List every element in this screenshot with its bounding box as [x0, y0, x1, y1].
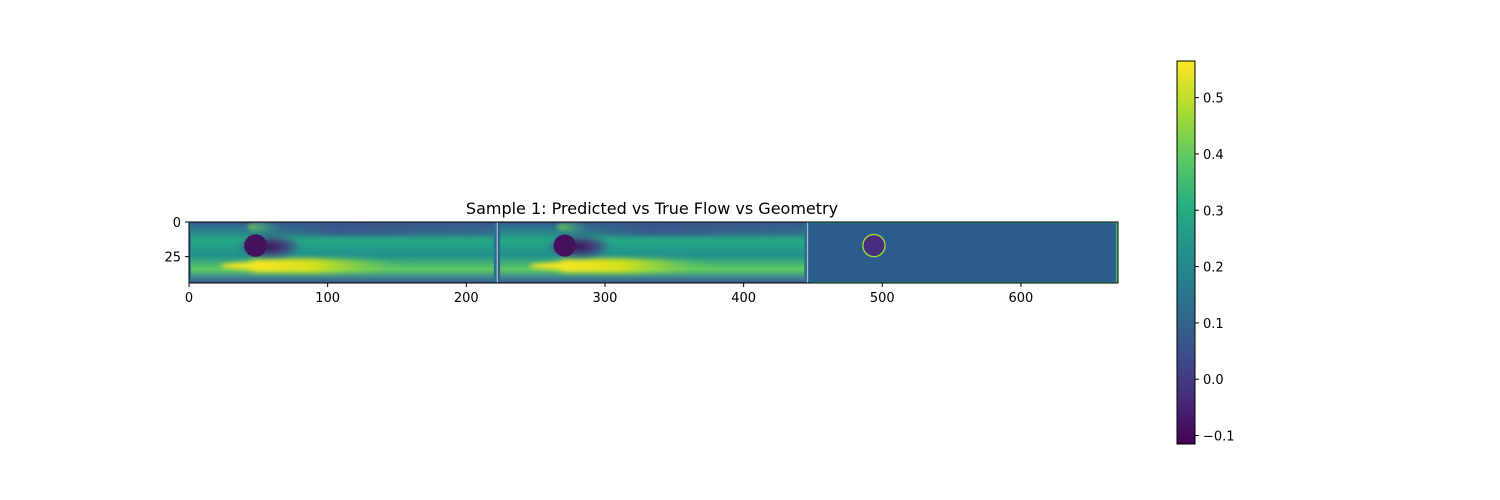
y-axis: 0 25 [164, 216, 189, 266]
x-tick-label: 0 [185, 291, 193, 306]
panel-geometry [808, 221, 1119, 284]
x-tick-label: 600 [1009, 291, 1034, 306]
panel-separator [808, 222, 811, 283]
chart-title: Sample 1: Predicted vs True Flow vs Geom… [466, 199, 838, 218]
y-tick-label: 0 [173, 216, 181, 231]
obstacle-true [553, 234, 576, 257]
geometry-obstacle [862, 233, 886, 258]
obstacle-predicted [243, 233, 268, 258]
colorbar-tick-label: 0.5 [1203, 92, 1224, 107]
x-tick-label: 500 [870, 291, 895, 306]
x-tick-label: 300 [593, 291, 618, 306]
colorbar-tick-label: −0.1 [1203, 430, 1235, 445]
colorbar: −0.1 0.0 0.1 0.2 0.3 0.4 0.5 [1176, 60, 1235, 445]
axes-frame [188, 221, 1119, 284]
x-tick-label: 100 [315, 291, 340, 306]
geometry-background [808, 222, 1118, 283]
y-tick-label: 25 [164, 251, 181, 266]
colorbar-tick-label: 0.4 [1203, 148, 1224, 163]
x-axis: 0 100 200 300 400 500 600 [185, 283, 1033, 306]
panel-predicted [189, 222, 497, 283]
colorbar-tick-label: 0.3 [1203, 204, 1224, 219]
panel-true [498, 222, 808, 283]
colorbar-gradient [1176, 60, 1196, 445]
heatmap-area [188, 221, 1119, 284]
colorbar-tick-label: 0.1 [1203, 317, 1224, 332]
colorbar-tick-label: 0.0 [1203, 373, 1224, 388]
panel-separator [497, 222, 500, 283]
x-tick-label: 200 [454, 291, 479, 306]
x-tick-label: 400 [731, 291, 756, 306]
colorbar-tick-label: 0.2 [1203, 261, 1224, 276]
